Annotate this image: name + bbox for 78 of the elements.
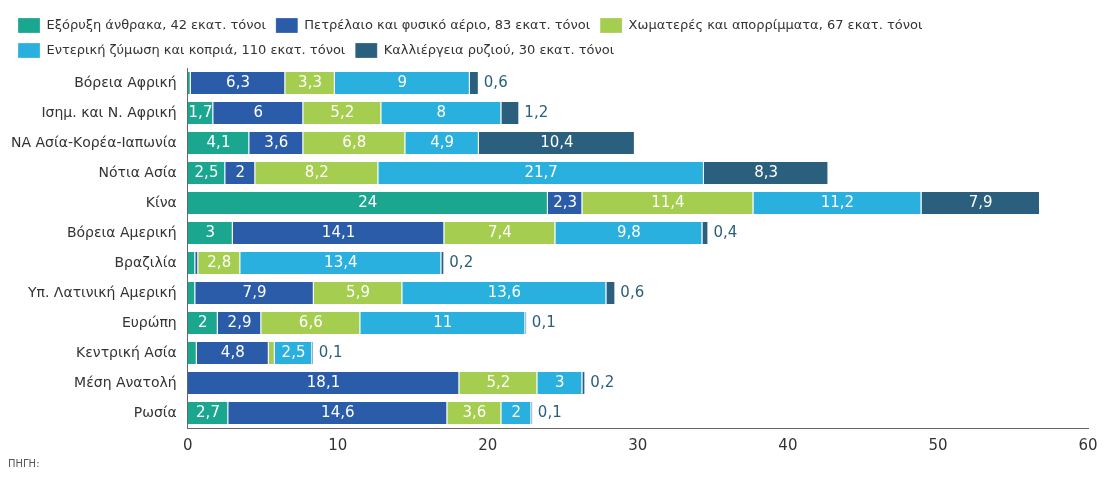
x-tick-label: 50 — [928, 435, 948, 454]
data-label: 1,2 — [524, 102, 549, 121]
data-label: 8,3 — [754, 162, 779, 181]
data-label: 0,6 — [483, 72, 508, 91]
x-tick-label: 30 — [628, 435, 648, 454]
data-label: 11,2 — [820, 192, 855, 211]
data-label: 2 — [511, 402, 522, 421]
data-label: 9 — [397, 72, 408, 91]
y-tick-label: Βραζιλία — [114, 253, 177, 270]
y-tick-label: Υπ. Λατινική Αμερική — [26, 283, 177, 300]
data-label: 11 — [433, 312, 453, 331]
data-label: 4,9 — [430, 132, 454, 151]
data-label: 21,7 — [524, 162, 558, 181]
data-label: 8 — [436, 102, 447, 121]
y-tick-label: Μέση Ανατολή — [74, 373, 177, 390]
data-label: 3 — [205, 222, 216, 241]
data-label: 9,8 — [616, 222, 641, 241]
data-label: 4,1 — [206, 132, 231, 151]
legend-label: Χωματερές και απορρίμματα, 67 εκατ. τόνοι — [628, 16, 923, 32]
data-label: 0,4 — [713, 222, 738, 241]
data-label: 0,2 — [590, 372, 615, 391]
data-label: 5,2 — [486, 372, 511, 391]
y-tick-label: ΝΑ Ασία-Κορέα-Ιαπωνία — [10, 133, 177, 150]
text: ΠΗΓΗ: — [8, 458, 40, 469]
data-label: 24 — [358, 192, 378, 211]
legend-label: Εντερική ζύμωση και κοπριά, 110 εκατ. τόνοι — [46, 41, 346, 57]
data-label: 5,2 — [330, 102, 355, 121]
data-label: 10,4 — [540, 132, 574, 151]
x-tick-label: 40 — [778, 435, 798, 454]
data-label: 6,3 — [226, 72, 250, 91]
y-tick-label: Ισημ. και Ν. Αφρική — [41, 103, 177, 120]
data-label: 0,1 — [531, 312, 556, 331]
data-label: 18,1 — [306, 372, 341, 391]
x-tick-label: 60 — [1078, 435, 1098, 454]
data-label: 2 — [197, 312, 208, 331]
legend-label: Πετρέλαιο και φυσικό αέριο, 83 εκατ. τόνοι — [304, 16, 591, 32]
data-label: 2,9 — [227, 312, 252, 331]
data-label: 2,3 — [553, 192, 578, 211]
data-label: 6 — [253, 102, 264, 121]
y-tick-label: Κίνα — [145, 193, 177, 210]
data-label: 3 — [555, 372, 565, 391]
data-label: 3,6 — [264, 132, 289, 151]
x-tick-label: 10 — [328, 435, 348, 454]
data-label: 13,4 — [324, 252, 358, 271]
data-label: 0,2 — [449, 252, 474, 271]
y-tick-label: Ευρώπη — [121, 313, 177, 330]
y-tick-label: Ρωσία — [133, 403, 177, 420]
data-label: 14,6 — [321, 402, 355, 421]
data-label: 2 — [235, 162, 246, 181]
y-tick-label: Βόρεια Αμερική — [66, 223, 177, 240]
data-label: 2,7 — [196, 402, 220, 421]
y-tick-label: Κεντρική Ασία — [76, 343, 177, 360]
y-tick-label: Βόρεια Αφρική — [74, 73, 177, 90]
data-label: 2,5 — [194, 162, 219, 181]
data-label: 2,8 — [207, 252, 232, 271]
y-tick-label: Νότια Ασία — [98, 163, 177, 180]
data-label: 0,6 — [620, 282, 645, 301]
data-label: 2,5 — [281, 342, 306, 361]
data-label: 0,1 — [318, 342, 343, 361]
data-label: 6,8 — [342, 132, 367, 151]
data-label: 6,6 — [298, 312, 323, 331]
data-label: 11,4 — [651, 192, 685, 211]
data-label: 8,2 — [304, 162, 329, 181]
data-label: 5,9 — [346, 282, 370, 301]
data-label: 1,7 — [188, 102, 213, 121]
data-label: 4,8 — [220, 342, 245, 361]
data-label: 7,9 — [968, 192, 993, 211]
data-label: 14,1 — [321, 222, 356, 241]
data-label: 7,9 — [242, 282, 267, 301]
x-tick-label: 0 — [182, 435, 193, 454]
data-label: 3,6 — [462, 402, 487, 421]
data-label: 0,1 — [537, 402, 562, 421]
legend-label: Καλλιέργεια ρυζιού, 30 εκατ. τόνοι — [383, 41, 615, 57]
x-tick-label: 20 — [478, 435, 498, 454]
data-label: 3,3 — [298, 72, 322, 91]
data-label: 7,4 — [487, 222, 512, 241]
data-label: 13,6 — [487, 282, 522, 301]
legend-label: Εξόρυξη άνθρακα, 42 εκατ. τόνοι — [46, 16, 266, 32]
